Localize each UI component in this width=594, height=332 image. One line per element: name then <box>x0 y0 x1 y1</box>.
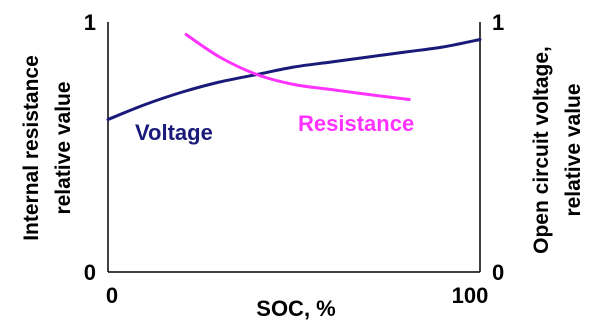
series-layer <box>106 33 482 121</box>
x-axis-label: SOC, % <box>256 296 335 321</box>
x-tick-label-end: 100 <box>452 283 489 308</box>
right-tick-label-bottom: 0 <box>492 260 504 285</box>
series-label-voltage: Voltage <box>135 120 213 145</box>
right-tick-label-top: 1 <box>492 10 504 35</box>
left-tick-label-bottom: 0 <box>84 260 96 285</box>
series-label-resistance: Resistance <box>298 111 414 136</box>
series-line-voltage <box>106 38 482 121</box>
left-tick-label-top: 1 <box>84 10 96 35</box>
right-y-axis-label-line2: relative value <box>562 83 585 216</box>
right-y-axis-label-line1: Open circuit voltage, <box>530 46 553 254</box>
x-tick-label-start: 0 <box>106 283 118 308</box>
axes <box>107 22 481 273</box>
left-y-axis-label-line1: Internal resistance <box>20 55 43 241</box>
left-y-axis-label-line2: relative value <box>52 81 75 214</box>
series-line-resistance <box>184 33 411 101</box>
